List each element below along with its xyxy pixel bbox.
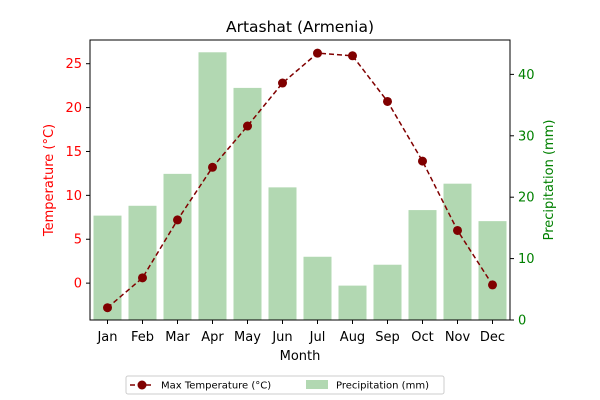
precipitation-bar-nov bbox=[443, 183, 472, 320]
temperature-point-apr bbox=[208, 162, 217, 172]
left-axis: 0 5 10 15 20 25 bbox=[65, 57, 90, 292]
plot-frame bbox=[89, 39, 511, 321]
x-tick-label: Mar bbox=[165, 330, 190, 345]
legend-label-temperature: Max Temperature (°C) bbox=[161, 381, 271, 392]
right-axis: 0 10 20 30 40 bbox=[510, 68, 535, 329]
x-tick-label: Dec bbox=[480, 330, 505, 345]
right-tick-label: 0 bbox=[518, 314, 526, 329]
left-tick-label: 5 bbox=[74, 233, 82, 248]
x-tick-label: Jul bbox=[309, 330, 326, 345]
right-tick-label: 20 bbox=[518, 191, 535, 206]
precipitation-bar-mar bbox=[163, 173, 192, 320]
x-tick-label: Feb bbox=[131, 330, 154, 345]
precipitation-bar-oct bbox=[408, 210, 437, 320]
right-axis-label: Precipitation (mm) bbox=[542, 120, 557, 241]
left-tick-label: 10 bbox=[65, 189, 82, 204]
left-tick-label: 0 bbox=[74, 277, 82, 292]
temperature-point-jan bbox=[103, 303, 112, 313]
x-tick-label: Nov bbox=[445, 330, 471, 345]
x-tick-label: Aug bbox=[340, 330, 365, 345]
precipitation-bar-aug bbox=[338, 285, 367, 320]
right-tick-label: 10 bbox=[518, 252, 535, 267]
temperature-point-jul bbox=[313, 48, 322, 58]
x-tick-label: Oct bbox=[411, 330, 433, 345]
temperature-point-mar bbox=[173, 215, 182, 225]
right-tick-label: 30 bbox=[518, 129, 535, 144]
x-tick-label: Jan bbox=[96, 330, 117, 345]
temperature-point-oct bbox=[418, 156, 427, 166]
precipitation-bar-jul bbox=[303, 256, 332, 320]
left-axis-label: Temperature (°C) bbox=[42, 124, 57, 237]
left-tick-label: 15 bbox=[65, 145, 82, 160]
legend-bar-swatch bbox=[306, 380, 328, 389]
temperature-line bbox=[103, 48, 497, 313]
temperature-point-nov bbox=[453, 225, 462, 235]
precipitation-bar-jan bbox=[93, 215, 122, 320]
precipitation-bar-feb bbox=[128, 205, 157, 320]
legend-label-precipitation: Precipitation (mm) bbox=[336, 381, 429, 392]
temperature-point-feb bbox=[138, 273, 147, 283]
legend-marker-swatch bbox=[137, 380, 147, 390]
x-tick-label: Jun bbox=[271, 330, 292, 345]
left-tick-label: 20 bbox=[65, 101, 82, 116]
legend-box bbox=[125, 375, 445, 395]
x-tick-label: Apr bbox=[201, 330, 224, 345]
x-axis: Jan Feb Mar Apr May Jun Jul Aug Sep Oct Nov Dec bbox=[96, 320, 505, 345]
x-axis-label: Month bbox=[280, 349, 321, 364]
legend: Max Temperature (°C) Precipitation (mm) bbox=[125, 375, 445, 395]
temperature-point-aug bbox=[348, 51, 357, 61]
temperature-point-jun bbox=[278, 78, 287, 88]
precipitation-bar-apr bbox=[198, 52, 227, 320]
temperature-point-dec bbox=[488, 280, 497, 290]
x-tick-label: Sep bbox=[375, 330, 400, 345]
x-tick-label: May bbox=[234, 330, 261, 345]
chart-title: Artashat (Armenia) bbox=[226, 18, 374, 36]
precipitation-bar-jun bbox=[268, 187, 297, 320]
temperature-point-may bbox=[243, 121, 252, 131]
temperature-line-path bbox=[107, 52, 494, 309]
right-tick-label: 40 bbox=[518, 68, 535, 83]
temperature-point-sep bbox=[383, 96, 392, 106]
precipitation-bar-sep bbox=[373, 264, 402, 320]
precipitation-bars bbox=[93, 52, 507, 320]
left-tick-label: 25 bbox=[65, 57, 82, 72]
